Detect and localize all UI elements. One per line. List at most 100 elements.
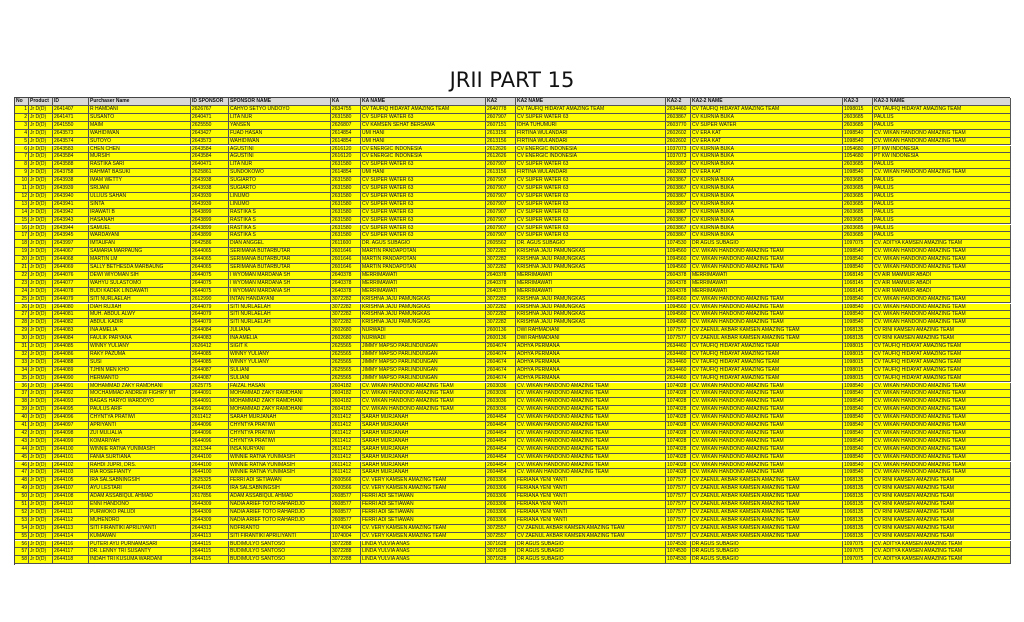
table-cell: CV. WIKAN HANDONO AMAZING TEAM	[873, 264, 1011, 272]
table-cell: SARAH MURJANAH	[361, 422, 486, 430]
table-cell: CAHYO SETYO UNDOYO	[229, 106, 331, 114]
table-cell: 2631580	[331, 216, 361, 225]
table-cell: 2613156	[486, 137, 516, 146]
table-cell: 2644100	[191, 453, 229, 462]
row-number: 56	[15, 540, 29, 549]
table-cell: NURWADI	[361, 327, 486, 336]
table-cell: Jr D(D)	[29, 540, 53, 549]
table-cell: Jr D(D)	[29, 358, 53, 367]
row-number: 34	[15, 366, 29, 375]
table-cell: PURWOKO PALUDI	[89, 508, 191, 517]
table-cell: 2607151	[486, 121, 516, 130]
table-cell: 2603867	[666, 208, 691, 217]
table-cell: LINDA YULVIA ANAS	[361, 540, 486, 549]
table-cell: 2604674	[486, 358, 516, 367]
table-cell: RASTIKA SARI	[89, 161, 191, 170]
table-cell: CV RINI KAMSEN AMAZING TEAM	[873, 485, 1011, 494]
table-cell: 2644113	[191, 532, 229, 541]
table-cell: 1097075	[843, 556, 873, 565]
table-cell: CV ZAENUL AKBAR KAMSEN AMAZING TEAM	[691, 524, 843, 533]
table-cell: CV. WIKAN HANDONO AMAZING TEAM	[516, 445, 666, 454]
table-cell: 1074028	[666, 398, 691, 407]
table-cell: SERIMANA BUTARBUTAR	[229, 256, 331, 264]
table-cell: 2643584	[191, 145, 229, 154]
table-cell: 2644077	[53, 279, 89, 288]
row-number: 35	[15, 374, 29, 383]
table-cell: SITI NURLAELAH	[229, 311, 331, 320]
table-cell: 2611412	[331, 461, 361, 470]
table-cell: 1074028	[666, 429, 691, 438]
table-cell: RASTIKA S	[229, 224, 331, 233]
table-cell: CV SUPER WATER 63	[361, 185, 486, 193]
header-cell: No	[15, 98, 29, 106]
table-cell: 2644079	[191, 303, 229, 312]
table-cell: KRISHNA JAJU PAMUNGKAS	[361, 311, 486, 320]
table-cell: 2604182	[331, 382, 361, 391]
table-cell: 2603306	[486, 508, 516, 517]
table-cell: IMTAUFAN	[89, 240, 191, 249]
table-cell: MERRIMAWATI	[361, 287, 486, 296]
table-cell: 2643758	[53, 169, 89, 178]
header-cell: KA	[331, 98, 361, 106]
table-cell: 2603306	[486, 516, 516, 525]
table-cell: CV SUPER WATER 63	[516, 113, 666, 122]
table-cell: 2643574	[53, 137, 89, 146]
table-cell: 2603685	[843, 208, 873, 217]
table-cell: WINNIE RATNA YUNIMASIH	[229, 469, 331, 478]
table-cell: Jr D(D)	[29, 390, 53, 399]
table-cell: 1074028	[666, 406, 691, 415]
table-cell: AGUSTINI	[229, 153, 331, 162]
table-cell: 2644075	[191, 287, 229, 296]
table-cell: Jr D(D)	[29, 493, 53, 501]
table-cell: CV KURNIA BUKA	[691, 200, 843, 209]
table-cell: 2603036	[486, 398, 516, 407]
row-number: 47	[15, 469, 29, 478]
table-cell: 2602602	[666, 169, 691, 178]
table-cell: CV TAUFIQ HIDAYAT AMAZING TEAM	[691, 350, 843, 359]
table-cell: 1098540	[843, 137, 873, 146]
table-cell: CV. WIKAN HANDONO AMAZING TEAM	[873, 129, 1011, 138]
table-cell: CHYNTYA PRATIWI	[229, 437, 331, 446]
table-cell: Jr D(D)	[29, 287, 53, 296]
table-cell: APRIYANTI	[89, 422, 191, 430]
table-cell: DR AGUS SUBAGIO	[516, 540, 666, 549]
table-cell: FAULIK PARYANA	[89, 335, 191, 343]
table-cell: PAULUS	[873, 177, 1011, 185]
table-cell: 3072288	[331, 556, 361, 565]
table-cell: 1074530	[666, 548, 691, 557]
table-cell: 2643938	[191, 177, 229, 185]
table-cell: PAULUS	[873, 200, 1011, 209]
table-cell: 1098015	[843, 358, 873, 367]
row-number: 20	[15, 256, 29, 264]
table-cell: CV. WIKAN HANDONO AMAZING TEAM	[691, 406, 843, 415]
table-cell: 2644116	[53, 540, 89, 549]
table-cell: 2634755	[331, 106, 361, 114]
table-cell: ADHYA PERMANA	[516, 366, 666, 375]
table-cell: 2603867	[666, 200, 691, 209]
table-cell: DWI RAHMADIANI	[516, 327, 666, 336]
table-cell: 1094560	[666, 264, 691, 272]
table-cell: Jr D(D)	[29, 327, 53, 336]
table-cell: DEWI WIYOMAN SIH	[89, 271, 191, 280]
table-cell: CV. WIKAN HANDONO AMAZING TEAM	[691, 303, 843, 312]
table-cell: 1094560	[666, 303, 691, 312]
table-cell: CV SUPER WATER 63	[516, 232, 666, 241]
table-cell: NADIA ARIEF TOTO RAHARDJO	[229, 508, 331, 517]
table-cell: CV SUPER WATER 63	[516, 216, 666, 225]
table-cell: ZUI MULIALIA	[89, 429, 191, 438]
table-cell: 2641407	[53, 106, 89, 114]
table-cell: 1054680	[843, 145, 873, 154]
table-cell: 2600566	[331, 485, 361, 494]
table-cell: CV. VERY KAMSEN AMAZING TEAM	[361, 532, 486, 541]
table-cell: CV. VERY KAMSEN AMAZING TEAM	[361, 485, 486, 494]
table-cell: 2626767	[191, 106, 229, 114]
table-cell: IRA SALSABNINGSIH	[89, 477, 191, 486]
table-cell: LITA NUR	[229, 161, 331, 170]
table-cell: NADIA ARIEF TOTO RAHARDJO	[229, 501, 331, 509]
table-cell: CV. WIKAN HANDONO AMAZING TEAM	[361, 398, 486, 407]
table-cell: CHYNTYA PRATIWI	[229, 429, 331, 438]
table-cell: CV ZAENUL AKBAR KAMSEN AMAZING TEAM	[691, 327, 843, 336]
table-cell: CV TAUFIQ HIDAYAT AMAZING TEAM	[691, 106, 843, 114]
table-cell: 2602680	[331, 335, 361, 343]
table-cell: 2634460	[666, 358, 691, 367]
